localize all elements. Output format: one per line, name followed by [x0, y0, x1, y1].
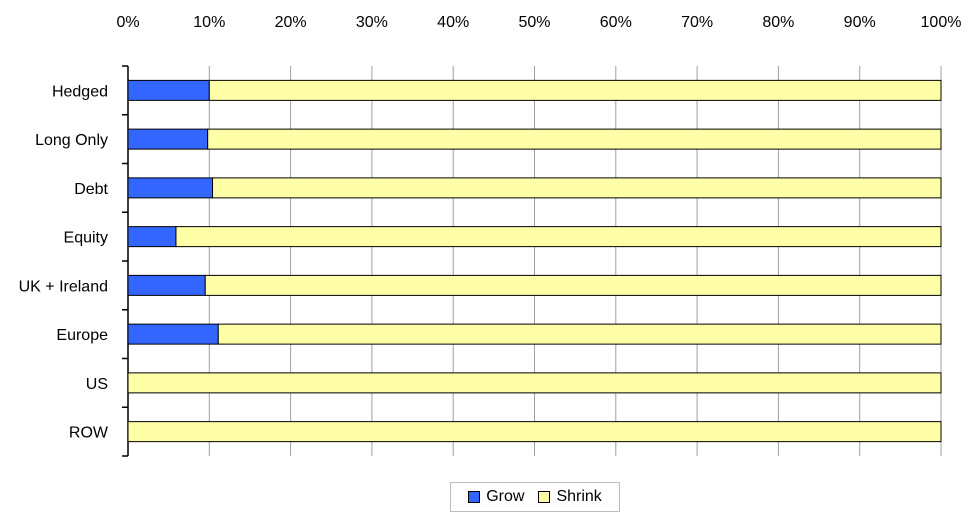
- bar-grow-long-only: [127, 128, 209, 150]
- bar-grow-equity: [127, 226, 177, 248]
- x-tick-label: 20%: [275, 14, 307, 31]
- category-label: ROW: [69, 425, 109, 442]
- x-tick-label: 90%: [844, 14, 876, 31]
- legend-swatch-grow: [468, 491, 481, 503]
- legend-label-grow: Grow: [486, 488, 525, 505]
- bar-grow-europe: [127, 323, 219, 345]
- bar-shrink-uk-ireland: [204, 274, 942, 296]
- bar-grow-hedged: [127, 79, 210, 101]
- category-label: Long Only: [35, 132, 108, 149]
- category-label: Equity: [64, 230, 108, 247]
- bar-shrink-us: [127, 372, 942, 394]
- x-tick-label: 60%: [600, 14, 632, 31]
- bar-shrink-equity: [175, 226, 942, 248]
- bar-shrink-long-only: [207, 128, 942, 150]
- x-tick-label: 40%: [437, 14, 469, 31]
- legend-item-shrink: Shrink: [538, 488, 602, 506]
- bar-grow-uk-ireland: [127, 274, 206, 296]
- x-tick-label: 10%: [193, 14, 225, 31]
- chart-legend: Grow Shrink: [450, 482, 620, 512]
- legend-label-shrink: Shrink: [556, 488, 602, 505]
- x-tick-label: 50%: [518, 14, 550, 31]
- bar-shrink-debt: [212, 177, 942, 199]
- bar-shrink-europe: [217, 323, 942, 345]
- x-tick-label: 100%: [921, 14, 962, 31]
- x-tick-label: 80%: [762, 14, 794, 31]
- category-label: Hedged: [52, 83, 108, 100]
- bar-grow-debt: [127, 177, 214, 199]
- x-tick-label: 70%: [681, 14, 713, 31]
- stacked-bar-chart: 0% 10% 20% 30% 40% 50% 60% 70% 80% 90% 100% Hedged L…: [19, 14, 962, 457]
- legend-swatch-shrink: [538, 491, 551, 503]
- legend-item-grow: Grow: [468, 488, 524, 506]
- bar-shrink-hedged: [208, 79, 942, 101]
- bar-shrink-row: [127, 421, 942, 443]
- category-label: UK + Ireland: [19, 278, 108, 295]
- category-label: Debt: [74, 181, 108, 198]
- x-tick-label: 0%: [116, 14, 139, 31]
- category-label: Europe: [56, 327, 108, 344]
- x-tick-label: 30%: [356, 14, 388, 31]
- category-label: US: [86, 376, 108, 393]
